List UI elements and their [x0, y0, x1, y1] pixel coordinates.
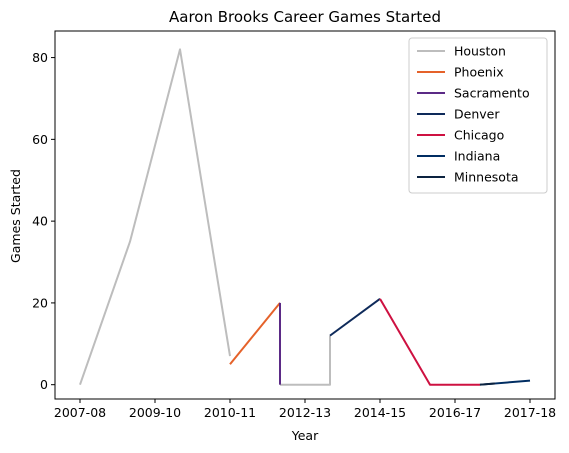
plot-area: 2007-08 2009-10 2010-11 2012-13 2014-15 2016-…: [32, 30, 556, 420]
x-tick-label: 2009-10: [129, 405, 181, 420]
legend-label: Indiana: [454, 149, 500, 164]
legend: Houston Phoenix Sacramento Denver Chicago Ind…: [408, 37, 548, 194]
x-tick-label: 2010-11: [204, 405, 256, 420]
x-tick-label: 2012-13: [279, 405, 331, 420]
legend-box: [408, 37, 548, 194]
x-tick-label: 2007-08: [54, 405, 106, 420]
y-tick-label: 60: [32, 132, 48, 147]
x-tick-label: 2014-15: [354, 405, 406, 420]
y-tick-label: 40: [32, 214, 48, 229]
legend-label: Sacramento: [454, 86, 530, 101]
series-line-minnesota-0: [479, 382, 496, 386]
y-tick-label: 0: [40, 377, 48, 392]
legend-label: Minnesota: [454, 170, 519, 185]
y-tick-label: 20: [32, 295, 48, 310]
series-line-houston-0: [79, 48, 231, 386]
x-tick-label: 2016-17: [429, 405, 481, 420]
chart-title: Aaron Brooks Career Games Started: [169, 8, 441, 26]
series-line-houston-1: [280, 335, 331, 386]
legend-label: Denver: [454, 107, 500, 122]
x-tick-label: 2017-18: [504, 405, 556, 420]
series-line-phoenix-0: [229, 302, 281, 365]
series-line-chicago-0: [379, 298, 480, 386]
series-line-denver-0: [329, 298, 381, 337]
legend-label: Houston: [454, 44, 506, 59]
x-axis-label: Year: [291, 428, 319, 443]
y-axis-label: Games Started: [8, 169, 23, 263]
legend-label: Phoenix: [454, 65, 504, 80]
y-tick-label: 80: [32, 50, 48, 65]
legend-label: Chicago: [454, 128, 504, 143]
